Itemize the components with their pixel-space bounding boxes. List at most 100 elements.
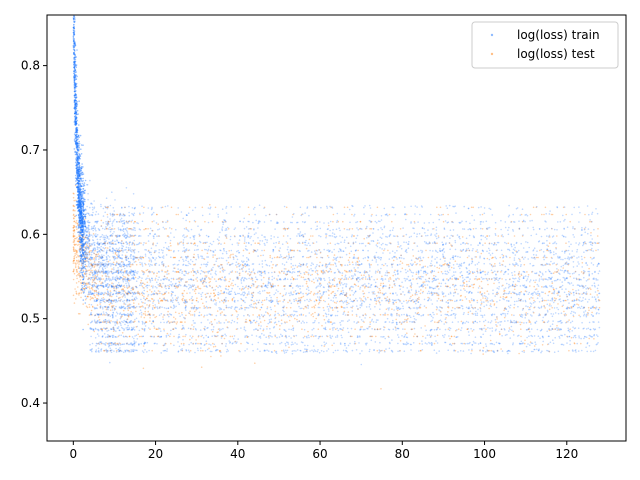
test-point (88, 293, 90, 295)
test-point (391, 263, 393, 266)
test-point (319, 251, 322, 254)
train-point (436, 327, 439, 329)
train-point (291, 350, 294, 352)
test-point (170, 342, 172, 345)
test-point (281, 270, 283, 272)
train-point (351, 310, 354, 312)
train-point (89, 343, 91, 346)
train-point (316, 272, 319, 275)
train-point (372, 232, 374, 234)
test-point (410, 286, 413, 289)
train-point (225, 304, 228, 307)
train-point (477, 343, 480, 345)
train-point (293, 310, 295, 312)
test-point (322, 315, 325, 317)
test-point (360, 274, 363, 277)
test-point (237, 278, 239, 280)
train-point (465, 306, 468, 309)
train-point (445, 321, 448, 324)
test-point (463, 282, 466, 284)
train-point (420, 235, 423, 237)
test-point (548, 290, 551, 293)
test-point (119, 349, 121, 352)
test-point (278, 328, 281, 331)
test-point (338, 300, 341, 303)
test-point (555, 246, 557, 249)
test-point (373, 314, 376, 316)
train-point (188, 262, 190, 265)
test-point (238, 349, 240, 352)
test-point (78, 235, 80, 237)
test-point (415, 273, 418, 276)
test-point (156, 328, 158, 331)
test-point (156, 272, 158, 275)
test-point (107, 293, 110, 295)
train-point (352, 263, 354, 266)
train-point (320, 256, 322, 259)
test-point (307, 330, 309, 333)
train-point (142, 286, 144, 289)
test-point (212, 346, 215, 348)
test-point (148, 260, 151, 262)
train-point (307, 334, 310, 337)
train-point (293, 300, 296, 303)
test-point (500, 235, 503, 237)
test-point (361, 278, 364, 280)
test-point (193, 305, 196, 307)
train-point (280, 341, 283, 344)
test-point (152, 305, 154, 307)
test-point (345, 295, 348, 298)
train-point (378, 300, 381, 303)
test-point (231, 297, 234, 300)
train-point (268, 276, 270, 279)
train-point (257, 237, 259, 239)
train-point (493, 343, 496, 346)
train-point (481, 316, 484, 318)
train-point (187, 212, 190, 214)
train-point (282, 257, 284, 260)
test-point (499, 333, 501, 336)
test-point (168, 273, 170, 275)
train-point (218, 328, 221, 330)
test-point (388, 278, 390, 280)
test-point (72, 260, 75, 263)
test-point (497, 235, 500, 237)
train-point (142, 306, 144, 308)
train-point (265, 336, 268, 339)
train-point (81, 163, 83, 165)
test-point (330, 270, 333, 273)
train-point (264, 272, 266, 275)
train-point (395, 329, 397, 331)
train-point (505, 270, 507, 273)
train-point (518, 278, 521, 281)
test-point (250, 228, 253, 230)
train-point (344, 283, 346, 285)
train-point (90, 262, 92, 265)
test-point (91, 287, 93, 290)
train-point (244, 335, 247, 337)
train-point (103, 327, 105, 329)
test-point (407, 263, 410, 266)
test-point (416, 298, 419, 300)
train-point (512, 280, 515, 283)
test-point (145, 242, 147, 244)
test-point (143, 316, 146, 319)
test-point (328, 294, 330, 296)
train-point (345, 253, 348, 256)
test-point (117, 262, 120, 265)
train-point (135, 334, 138, 337)
train-point (295, 334, 298, 337)
train-point (209, 206, 212, 209)
train-point (187, 260, 190, 263)
train-point (135, 271, 137, 274)
train-point (504, 315, 507, 317)
test-point (298, 297, 300, 299)
test-point (91, 296, 94, 299)
train-point (580, 337, 582, 340)
test-point (445, 317, 447, 319)
test-point (472, 228, 475, 230)
test-point (212, 342, 214, 345)
test-point (306, 266, 309, 268)
test-point (151, 349, 153, 352)
train-point (102, 311, 105, 313)
